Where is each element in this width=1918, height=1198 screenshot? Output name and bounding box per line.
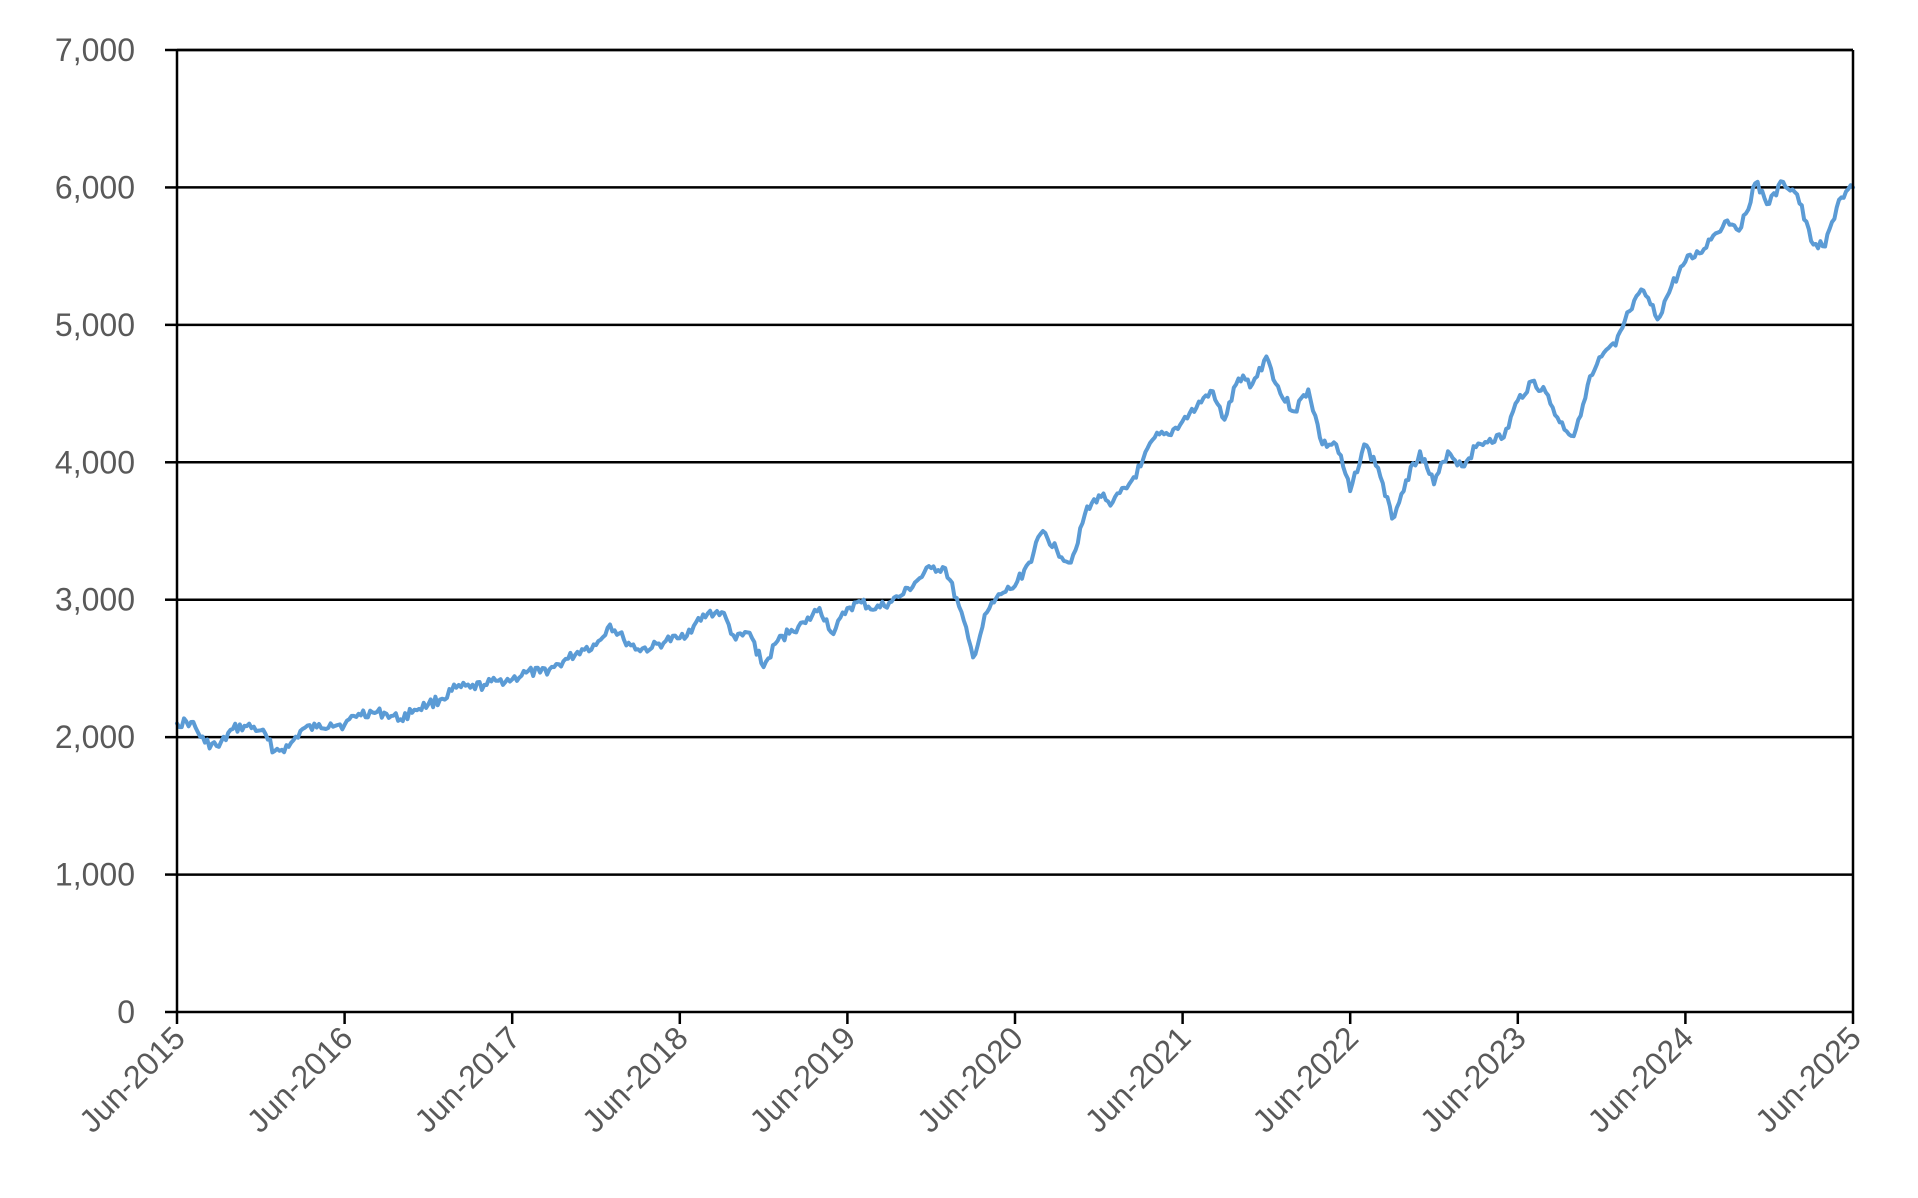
y-tick-label: 4,000 (55, 444, 135, 480)
y-tick-label: 6,000 (55, 169, 135, 205)
y-tick-label: 2,000 (55, 719, 135, 755)
y-tick-label: 5,000 (55, 307, 135, 343)
axes (165, 48, 1855, 1024)
y-axis-tick-labels: 0 1,000 2,000 3,000 4,000 5,000 6,000 7,000 (55, 32, 135, 1030)
y-tick-label: 1,000 (55, 857, 135, 893)
y-tick-label: 7,000 (55, 32, 135, 68)
y-tick-label: 0 (117, 994, 135, 1030)
series-layer (175, 179, 1855, 755)
y-tick-label: 3,000 (55, 582, 135, 618)
series-line (175, 179, 1855, 755)
